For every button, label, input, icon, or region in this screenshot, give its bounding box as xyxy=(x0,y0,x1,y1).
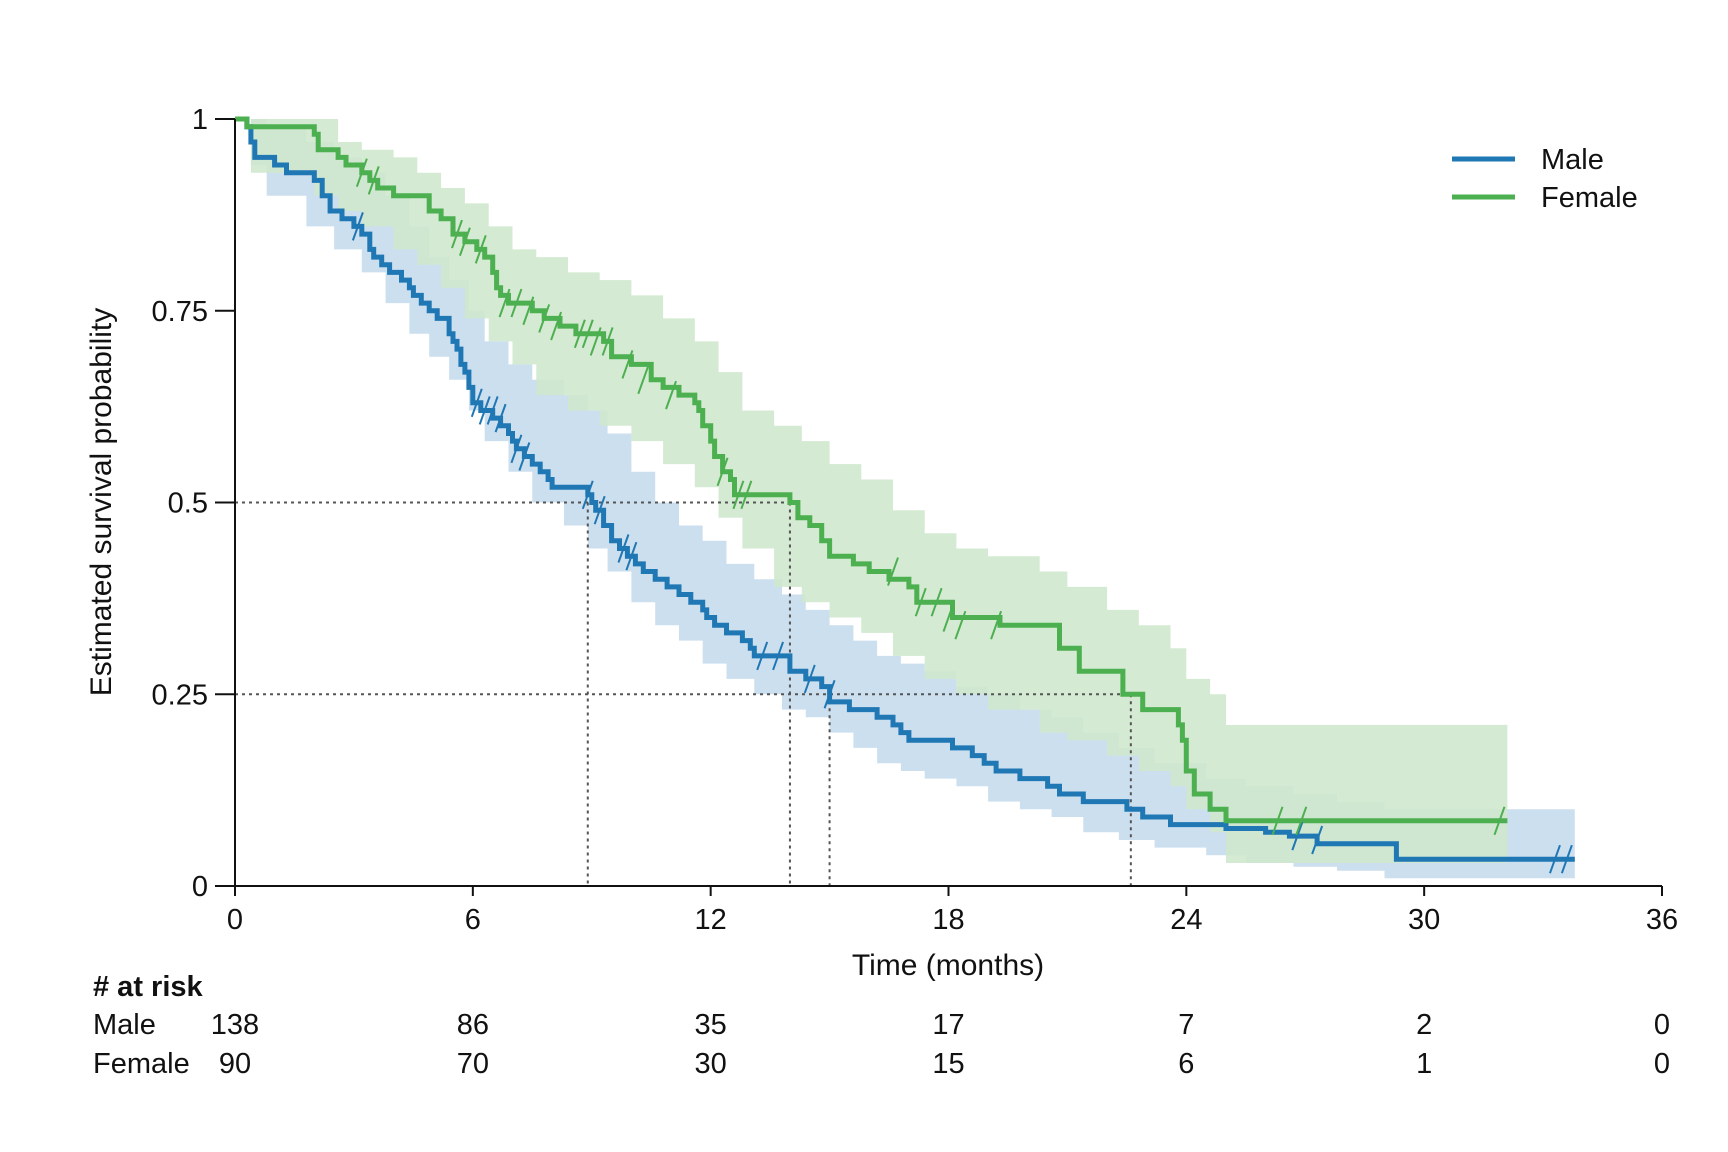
censor-mark-female xyxy=(914,587,927,617)
censor-mark-female xyxy=(1295,806,1308,836)
y-tick-label: 0.75 xyxy=(152,296,208,328)
x-tick-label: 0 xyxy=(227,904,243,936)
censor-mark-female xyxy=(887,557,899,586)
y-ticks: 0 0.25 0.5 0.75 1 xyxy=(152,104,235,903)
risk-table-title: # at risk xyxy=(93,971,203,1003)
risk-count-female: 0 xyxy=(1654,1048,1670,1080)
censor-mark-female xyxy=(451,219,463,249)
risk-count-male: 0 xyxy=(1654,1009,1670,1041)
x-tick-label: 36 xyxy=(1646,904,1678,936)
censor-mark-female xyxy=(621,350,634,379)
y-tick-label: 0 xyxy=(192,871,208,903)
censor-mark-female xyxy=(498,288,511,318)
legend: Male Female xyxy=(1452,144,1638,214)
x-tick-label: 12 xyxy=(695,904,727,936)
risk-count-female: 90 xyxy=(219,1048,251,1080)
x-tick-label: 30 xyxy=(1408,904,1440,936)
censor-mark-female xyxy=(510,288,523,318)
censor-mark-female xyxy=(665,380,677,410)
censor-mark-female xyxy=(716,457,729,487)
risk-table: # at risk Male Female 138 86 35 17 7 2 0 90 70 30… xyxy=(93,971,1670,1080)
censor-mark-female xyxy=(538,304,551,333)
censor-mark-female xyxy=(954,610,967,640)
censor-mark-male xyxy=(772,641,784,671)
confidence-band-female xyxy=(235,119,1508,863)
risk-count-female: 30 xyxy=(695,1048,727,1080)
reference-lines xyxy=(235,501,1132,886)
risk-row-label-female: Female xyxy=(93,1048,190,1080)
risk-count-male: 2 xyxy=(1416,1009,1432,1041)
legend-label-female: Female xyxy=(1541,182,1638,214)
censor-mark-male xyxy=(518,442,531,471)
risk-count-male: 7 xyxy=(1178,1009,1194,1041)
censor-mark-female xyxy=(458,227,471,257)
censor-mark-female xyxy=(522,296,535,326)
censor-mark-female xyxy=(732,480,745,510)
censor-mark-female xyxy=(990,610,1003,640)
y-tick-label: 0.5 xyxy=(168,488,208,520)
censor-mark-female xyxy=(740,480,753,510)
censor-marks xyxy=(351,158,1573,874)
censor-mark-male xyxy=(823,679,836,709)
censor-mark-male xyxy=(1291,821,1304,851)
censor-mark-female xyxy=(1493,806,1506,836)
x-tick-label: 18 xyxy=(932,904,964,936)
censor-mark-male xyxy=(803,664,816,694)
risk-count-female: 1 xyxy=(1416,1048,1432,1080)
censor-mark-male xyxy=(581,480,594,510)
risk-count-female: 15 xyxy=(932,1048,964,1080)
risk-count-male: 86 xyxy=(457,1009,489,1041)
censor-mark-male xyxy=(756,641,769,671)
censor-mark-female xyxy=(637,365,650,395)
censor-mark-female xyxy=(474,235,487,264)
censor-mark-female xyxy=(930,587,943,617)
censor-mark-male xyxy=(1560,844,1573,874)
censor-mark-female xyxy=(601,327,614,356)
censor-mark-male xyxy=(510,434,523,464)
x-ticks: 0 6 12 18 24 30 36 xyxy=(227,886,1678,936)
censor-mark-female xyxy=(581,319,594,349)
censor-mark-female xyxy=(942,603,955,632)
x-tick-label: 24 xyxy=(1170,904,1202,936)
censor-mark-female xyxy=(550,311,563,341)
censor-mark-male xyxy=(486,396,499,425)
censor-mark-male xyxy=(1549,844,1561,874)
x-axis-label: Time (months) xyxy=(852,949,1044,982)
risk-count-female: 70 xyxy=(457,1048,489,1080)
confidence-bands xyxy=(235,119,1575,879)
risk-count-male: 138 xyxy=(211,1009,259,1041)
censor-mark-female xyxy=(1271,806,1284,836)
censor-mark-female xyxy=(367,166,380,195)
censor-mark-male xyxy=(470,388,483,418)
risk-count-female: 6 xyxy=(1178,1048,1194,1080)
x-tick-label: 6 xyxy=(465,904,481,936)
risk-count-male: 17 xyxy=(932,1009,964,1041)
risk-count-male: 35 xyxy=(695,1009,727,1041)
risk-row-label-male: Male xyxy=(93,1009,156,1041)
legend-label-male: Male xyxy=(1541,144,1604,176)
survival-curve-female xyxy=(235,116,1508,824)
y-tick-label: 1 xyxy=(192,104,208,136)
censor-mark-male xyxy=(593,495,606,525)
censor-mark-female xyxy=(589,327,602,356)
y-tick-label: 0.25 xyxy=(152,679,208,711)
y-axis-label: Estimated survival probability xyxy=(85,308,118,697)
censor-mark-female xyxy=(355,158,368,188)
censor-mark-female xyxy=(573,319,586,349)
censor-mark-male xyxy=(351,212,364,241)
censor-mark-male xyxy=(478,396,491,425)
censor-mark-male xyxy=(1311,825,1324,855)
censor-mark-male xyxy=(617,534,630,563)
censor-mark-male xyxy=(494,403,507,433)
censor-mark-male xyxy=(625,541,638,571)
